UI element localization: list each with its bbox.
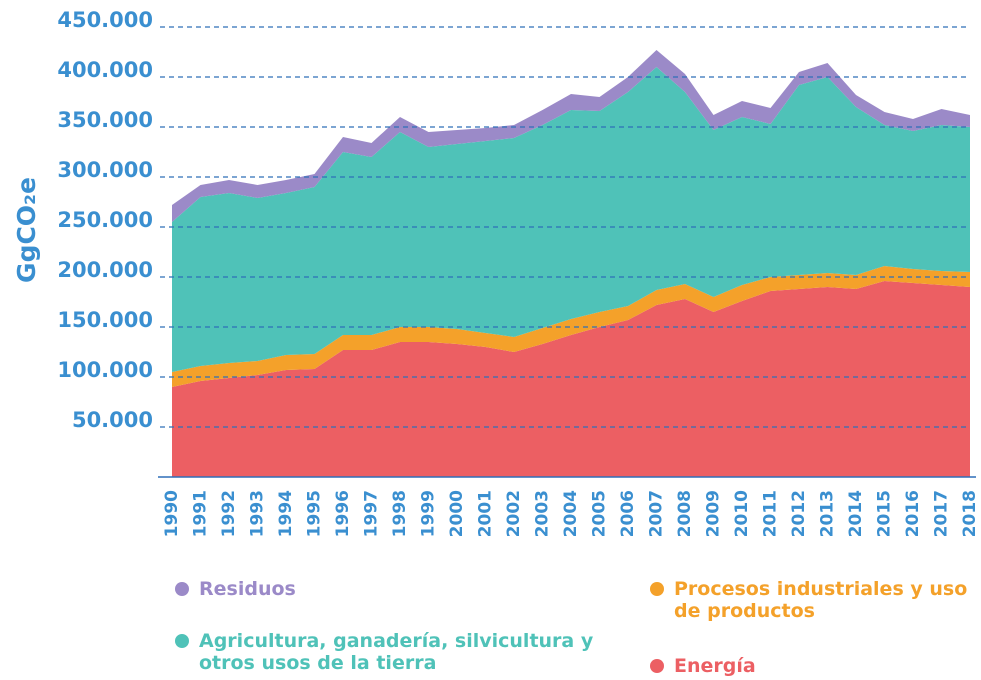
- x-tick-label: 1996: [333, 490, 353, 537]
- area: [172, 281, 970, 477]
- x-tick-label: 1993: [248, 490, 268, 537]
- x-tick-label: 2008: [675, 490, 695, 537]
- x-tick-label: 1992: [219, 490, 239, 537]
- x-tick-label: 2006: [618, 490, 638, 537]
- x-tick-label: 2012: [789, 490, 809, 537]
- x-tick-label: 1991: [191, 490, 211, 537]
- x-tick-label: 1999: [419, 490, 439, 537]
- legend-label: Procesos industriales y uso de productos: [674, 578, 968, 622]
- x-tick-label: 2009: [704, 490, 724, 537]
- x-tick-label: 1997: [362, 490, 382, 537]
- legend-label: Agricultura, ganadería, silvicultura y o…: [199, 630, 594, 674]
- legend-item: Agricultura, ganadería, silvicultura y o…: [175, 630, 595, 674]
- y-tick-label: 150.000: [57, 308, 153, 332]
- x-tick-label: 1995: [305, 490, 325, 537]
- x-tick-label: 1994: [276, 490, 296, 537]
- legend-item: Energía: [650, 655, 980, 677]
- x-tick-label: 1990: [162, 490, 182, 537]
- x-tick-label: 2004: [561, 490, 581, 537]
- x-tick-label: 2002: [504, 490, 524, 537]
- x-tick-label: 2011: [761, 490, 781, 537]
- legend-item: Procesos industriales y uso de productos: [650, 578, 980, 622]
- legend-label: Residuos: [199, 578, 296, 600]
- y-tick-label: 100.000: [57, 358, 153, 382]
- legend-swatch: [650, 582, 664, 596]
- legend-label: Energía: [674, 655, 756, 677]
- legend-swatch: [175, 582, 189, 596]
- x-tick-label: 1998: [390, 490, 410, 537]
- areas: [172, 50, 970, 477]
- x-tick-label: 2017: [932, 490, 952, 537]
- x-tick-label: 2001: [476, 490, 496, 537]
- y-tick-label: 200.000: [57, 258, 153, 282]
- x-tick-label: 2005: [590, 490, 610, 537]
- y-tick-label: 50.000: [72, 408, 153, 432]
- x-tick-label: 2010: [732, 490, 752, 537]
- x-tick-label: 2015: [875, 490, 895, 537]
- area: [172, 67, 970, 372]
- y-tick-label: 450.000: [57, 8, 153, 32]
- legend-swatch: [650, 659, 664, 673]
- legend-item: Residuos: [175, 578, 595, 600]
- legend-swatch: [175, 634, 189, 648]
- x-tick-label: 2013: [818, 490, 838, 537]
- x-tick-label: 2003: [533, 490, 553, 537]
- chart: GgCO₂e 50.000 100.000 150.000 200.000 250.00…: [12, 8, 980, 537]
- x-tick-label: 2007: [647, 490, 667, 537]
- y-tick-label: 250.000: [57, 208, 153, 232]
- x-tick-label: 2016: [903, 490, 923, 537]
- area: [172, 266, 970, 387]
- y-tick-label: 400.000: [57, 58, 153, 82]
- y-tick-label: 350.000: [57, 108, 153, 132]
- x-tick-label: 2018: [960, 490, 980, 537]
- x-tick-label: 2000: [447, 490, 467, 537]
- x-tick-label: 2014: [846, 490, 866, 537]
- y-axis-label: GgCO₂e: [12, 177, 41, 283]
- y-tick-label: 300.000: [57, 158, 153, 182]
